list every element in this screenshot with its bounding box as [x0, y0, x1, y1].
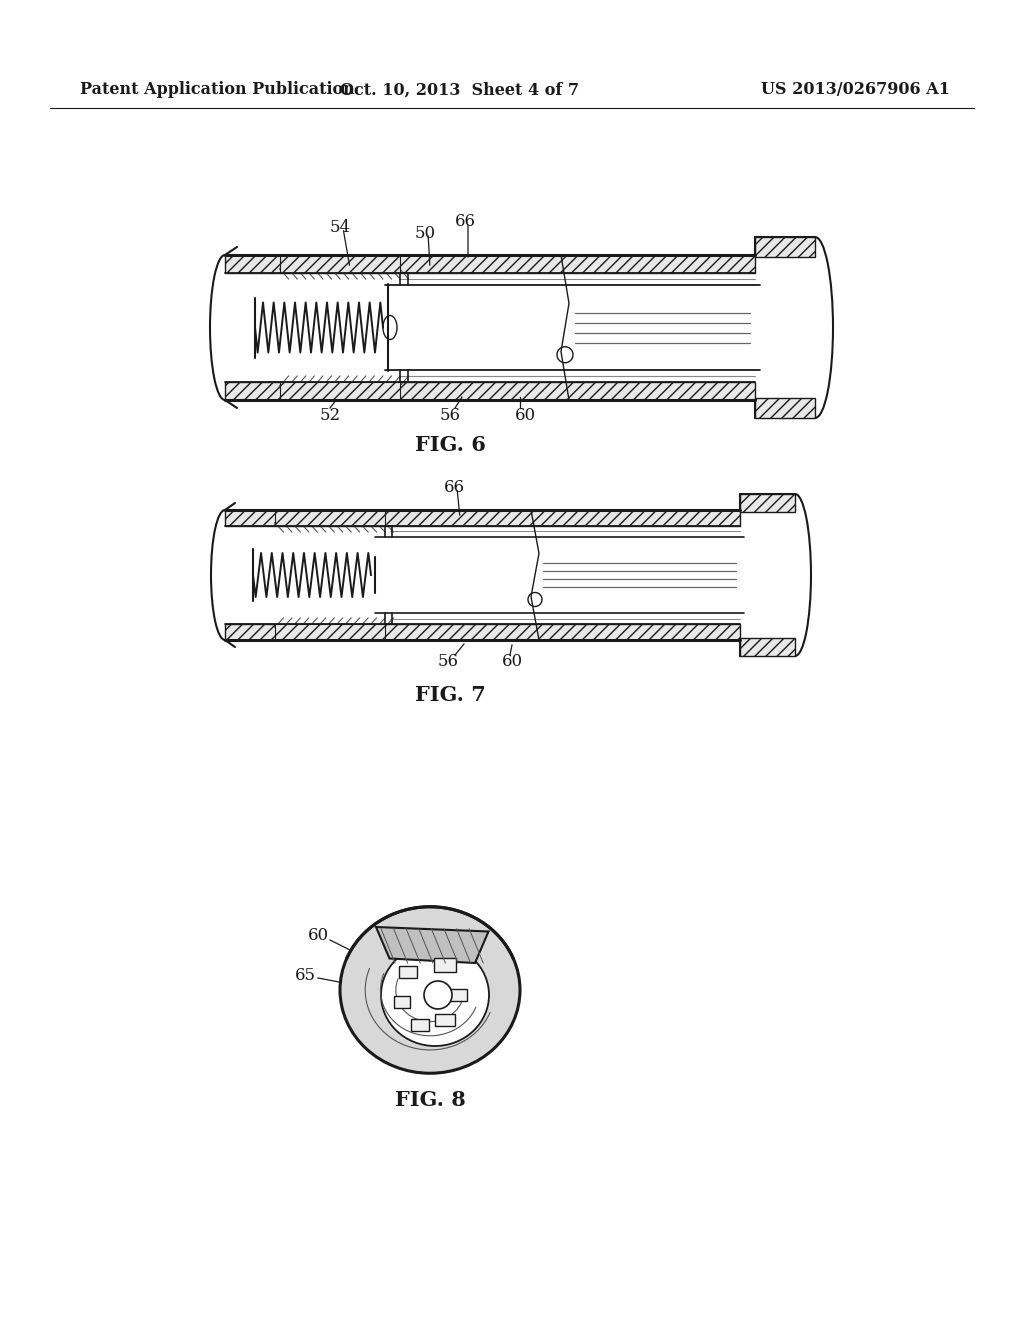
- Bar: [275, 510, 385, 525]
- Text: US 2013/0267906 A1: US 2013/0267906 A1: [761, 82, 950, 99]
- Text: 60: 60: [307, 927, 329, 944]
- Bar: [394, 997, 410, 1008]
- Text: 65: 65: [295, 966, 315, 983]
- Bar: [225, 510, 740, 525]
- Text: FIG. 6: FIG. 6: [415, 436, 485, 455]
- Text: 66: 66: [443, 479, 465, 496]
- Bar: [225, 381, 755, 400]
- Text: 56: 56: [437, 653, 459, 671]
- Bar: [275, 624, 385, 640]
- Bar: [740, 494, 795, 512]
- Bar: [280, 381, 400, 400]
- Bar: [225, 624, 740, 640]
- Text: FIG. 7: FIG. 7: [415, 685, 485, 705]
- Bar: [755, 399, 815, 418]
- Text: 56: 56: [439, 407, 461, 424]
- Bar: [280, 255, 400, 273]
- Text: 50: 50: [415, 224, 435, 242]
- Text: Oct. 10, 2013  Sheet 4 of 7: Oct. 10, 2013 Sheet 4 of 7: [341, 82, 580, 99]
- Bar: [434, 958, 456, 972]
- Bar: [740, 638, 795, 656]
- Text: 66: 66: [455, 214, 475, 231]
- Bar: [411, 1019, 429, 1031]
- Bar: [755, 238, 815, 257]
- Circle shape: [424, 981, 452, 1008]
- Bar: [399, 966, 417, 978]
- Bar: [449, 989, 467, 1001]
- Text: 60: 60: [502, 653, 522, 671]
- Text: 52: 52: [319, 407, 341, 424]
- Ellipse shape: [340, 907, 520, 1073]
- Bar: [225, 255, 755, 273]
- Text: Patent Application Publication: Patent Application Publication: [80, 82, 354, 99]
- Bar: [435, 1014, 455, 1026]
- Text: 54: 54: [330, 219, 350, 236]
- Polygon shape: [376, 927, 488, 964]
- Text: FIG. 8: FIG. 8: [394, 1090, 465, 1110]
- Ellipse shape: [381, 944, 489, 1045]
- Text: 60: 60: [514, 407, 536, 424]
